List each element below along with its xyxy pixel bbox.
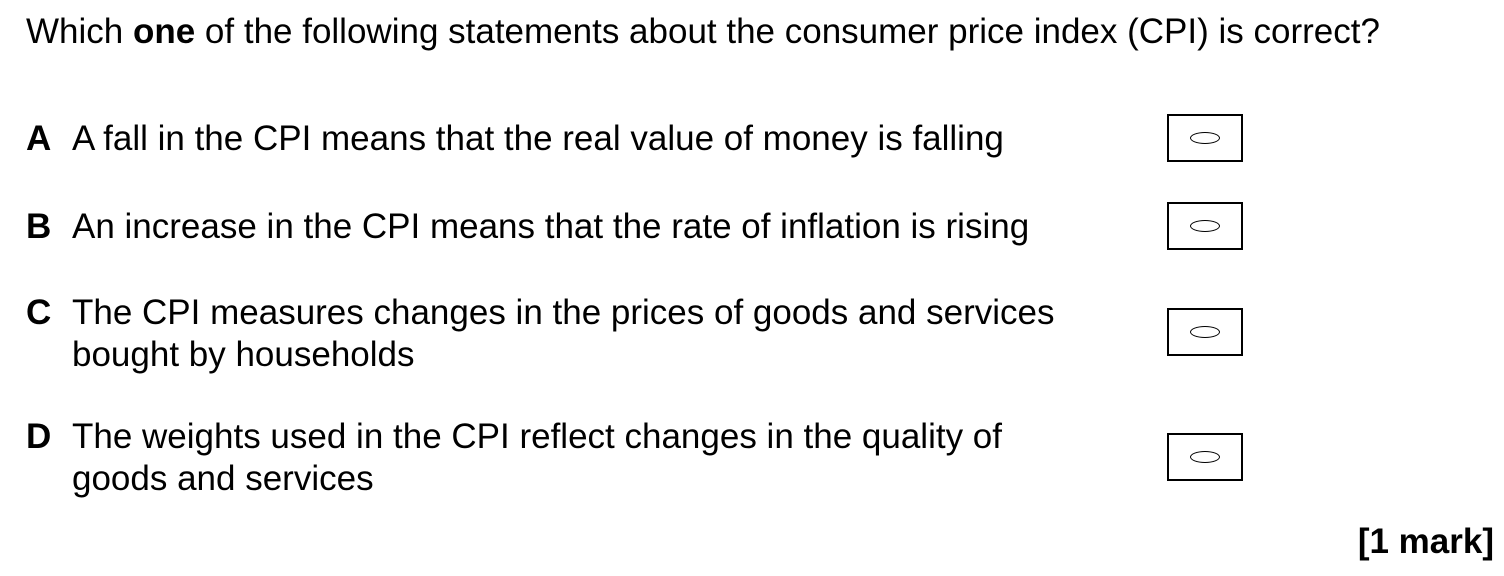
option-c-answer-box[interactable] — [1167, 308, 1243, 356]
option-c-bubble-icon — [1190, 326, 1220, 338]
option-a-bubble-icon — [1190, 132, 1220, 144]
option-a-text: A fall in the CPI means that the real va… — [72, 119, 1004, 158]
question-prefix: Which — [26, 12, 133, 51]
question-suffix: of the following statements about the co… — [195, 12, 1380, 51]
question-emphasis: one — [132, 12, 196, 51]
option-a-answer-box[interactable] — [1167, 114, 1243, 162]
option-b-answer-box[interactable] — [1167, 202, 1243, 250]
option-b-text: An increase in the CPI means that the ra… — [72, 207, 1030, 246]
option-d-bubble-icon — [1190, 451, 1220, 463]
option-d-text: The weights used in the CPI reflect chan… — [72, 417, 1002, 498]
option-d-answer-box[interactable] — [1167, 433, 1243, 481]
option-c-letter: C — [26, 293, 52, 332]
mark-allocation: [1 mark] — [1357, 522, 1494, 561]
option-b-bubble-icon — [1190, 220, 1220, 232]
question-text: Which one of the following statements ab… — [26, 10, 1380, 54]
option-c-text: The CPI measures changes in the prices o… — [72, 293, 1055, 374]
option-d-letter: D — [26, 417, 52, 456]
option-a-letter: A — [26, 119, 52, 158]
option-b-letter: B — [26, 207, 52, 246]
